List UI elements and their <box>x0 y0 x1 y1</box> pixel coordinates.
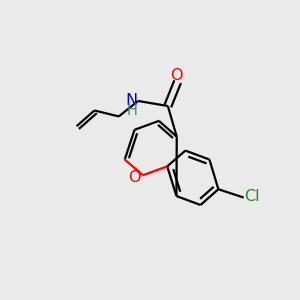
Text: O: O <box>170 68 182 82</box>
Text: N: N <box>125 93 138 108</box>
Text: H: H <box>126 103 137 118</box>
Text: O: O <box>128 170 140 185</box>
Text: Cl: Cl <box>244 189 260 204</box>
